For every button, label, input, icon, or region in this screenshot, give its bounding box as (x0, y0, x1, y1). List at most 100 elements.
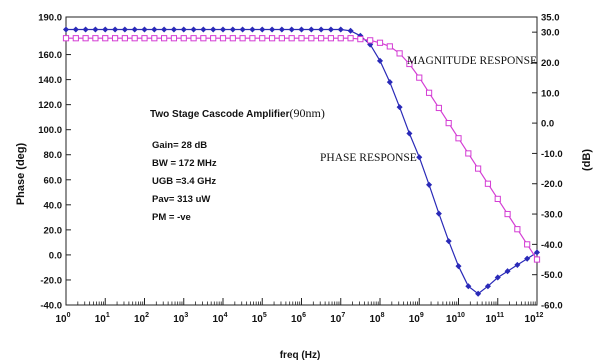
y-right-tick-label: -50.0 (541, 270, 563, 281)
phase-data-point (92, 26, 99, 33)
magnitude-data-point (514, 226, 521, 233)
magnitude-data-point (210, 35, 217, 42)
phase-data-point (386, 79, 393, 86)
x-tick-base: 10 (369, 314, 381, 325)
magnitude-data-point (170, 35, 178, 42)
x-tick-label: 104 (212, 312, 227, 325)
phase-data-point (396, 104, 403, 111)
x-tick-label: 108 (369, 312, 384, 325)
phase-data-point (151, 26, 158, 33)
x-tick-label: 109 (409, 312, 424, 325)
y-right-tick-label: -10.0 (541, 149, 563, 160)
x-tick-base: 10 (134, 314, 146, 325)
y-left-tick-label: 160.0 (38, 50, 62, 61)
y-right-tick-label: 30.0 (541, 28, 560, 39)
magnitude-data-point (465, 150, 472, 157)
magnitude-data-point (229, 35, 236, 42)
phase-data-point (229, 26, 236, 33)
phase-data-point (504, 268, 511, 275)
phase-data-point (239, 26, 246, 33)
x-tick-base: 10 (485, 314, 497, 325)
phase-response-label: PHASE RESPONSE (320, 152, 417, 164)
x-tick-exponent: 9 (420, 312, 424, 319)
phase-data-point (190, 26, 197, 33)
phase-data-point (200, 26, 207, 33)
x-tick-label: 1011 (485, 312, 504, 325)
series-line-magnitude (66, 37, 538, 260)
magnitude-data-point (357, 36, 364, 43)
y-left-tick-label: 20.0 (44, 225, 63, 236)
x-tick-exponent: 2 (145, 312, 149, 319)
phase-data-point (308, 26, 315, 33)
magnitude-response-label: MAGNITUDE RESPONSE (407, 55, 537, 67)
phase-data-point (445, 238, 452, 245)
phase-data-point (426, 181, 433, 188)
phase-data-point (249, 26, 256, 33)
y-right-tick-label: -40.0 (541, 240, 563, 251)
y-right-tick-label: -20.0 (541, 179, 563, 190)
magnitude-data-point (376, 39, 384, 46)
magnitude-data-point (268, 35, 276, 42)
y-left-tick-label: 100.0 (38, 125, 62, 136)
magnitude-data-point (533, 256, 541, 263)
series-layer (62, 26, 541, 297)
magnitude-data-point (102, 35, 109, 42)
x-tick-base: 10 (252, 314, 264, 325)
magnitude-data-point (308, 35, 315, 42)
phase-data-point (278, 26, 285, 33)
magnitude-data-point (72, 35, 79, 42)
magnitude-data-point (121, 35, 128, 42)
magnitude-data-point (62, 35, 70, 42)
x-axis-title: freq (Hz) (280, 350, 321, 360)
annotation-pav: Pav= 313 uW (152, 194, 210, 205)
phase-data-point (533, 249, 541, 256)
phase-data-point (288, 26, 295, 33)
annotation-bw: BW = 172 MHz (152, 158, 217, 169)
y-right-tick-label: 20.0 (541, 58, 560, 69)
phase-data-point (131, 26, 138, 33)
annotation-pm: PM = -ve (152, 212, 191, 223)
x-tick-exponent: 4 (224, 312, 228, 319)
magnitude-data-point (259, 35, 266, 42)
magnitude-data-point (82, 35, 89, 42)
annotation-title-suffix: (90nm) (289, 106, 324, 120)
magnitude-data-point (425, 89, 433, 96)
y-right-tick-label: 10.0 (541, 88, 560, 99)
annotation-title: Two Stage Cascode Amplifier(90nm) (150, 106, 325, 120)
x-tick-exponent: 0 (67, 312, 71, 319)
x-tick-exponent: 6 (302, 312, 306, 319)
y-left-tick-label: 40.0 (44, 200, 63, 211)
y-left-tick-label: -20.0 (40, 275, 62, 286)
x-tick-exponent: 8 (381, 312, 385, 319)
magnitude-data-point (288, 35, 295, 42)
phase-data-point (219, 26, 227, 33)
x-tick-exponent: 7 (341, 312, 345, 319)
magnitude-data-point (396, 50, 403, 57)
magnitude-data-point (190, 35, 197, 42)
phase-data-point (337, 26, 344, 33)
magnitude-data-point (347, 35, 354, 42)
x-tick-exponent: 12 (536, 312, 544, 319)
phase-data-point (524, 255, 531, 262)
phase-data-point (72, 26, 79, 33)
x-tick-label: 100 (55, 312, 70, 325)
phase-data-point (121, 26, 128, 33)
phase-data-point (494, 274, 501, 281)
x-tick-exponent: 11 (497, 312, 505, 319)
y-right-tick-label: 35.0 (541, 13, 560, 24)
phase-data-point (170, 26, 177, 33)
magnitude-data-point (494, 195, 501, 202)
magnitude-data-point (239, 35, 246, 42)
magnitude-data-point (180, 35, 187, 42)
x-tick-base: 10 (95, 314, 107, 325)
phase-data-point (484, 283, 491, 290)
phase-data-point (376, 57, 384, 64)
phase-data-point (102, 26, 109, 33)
phase-data-point (347, 27, 354, 34)
magnitude-data-point (278, 35, 285, 42)
magnitude-data-point (131, 35, 138, 42)
phase-data-point (141, 26, 148, 33)
phase-data-point (269, 26, 276, 33)
y-left-tick-label: 190.0 (38, 13, 62, 24)
phase-data-point (367, 41, 374, 48)
